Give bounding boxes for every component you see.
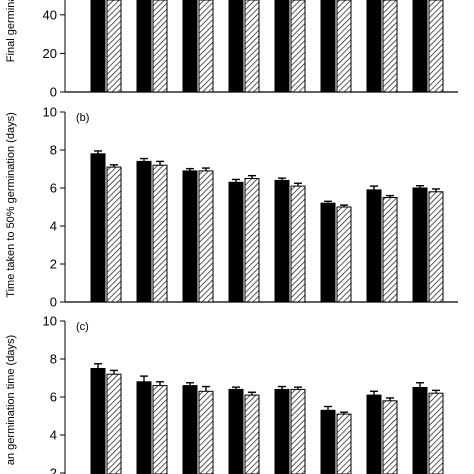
bar-hatched <box>152 164 168 303</box>
bar-hatched <box>382 197 398 303</box>
bar-solid <box>274 0 290 93</box>
y-axis-label: Final germination <box>5 0 17 62</box>
y-tick-label: 6 <box>50 390 57 405</box>
panel-label: (b) <box>76 112 89 124</box>
y-tick-label: 8 <box>50 352 57 367</box>
bar-hatched <box>290 388 306 474</box>
y-axis-label: Time taken to 50% germination (days) <box>5 112 17 297</box>
bar-hatched <box>336 206 352 303</box>
y-tick-label: 2 <box>50 466 57 474</box>
bar-hatched <box>244 394 260 474</box>
panel-label: (c) <box>76 321 89 333</box>
y-tick-label: 10 <box>43 105 57 120</box>
y-tick-label: 4 <box>50 428 57 443</box>
bar-solid <box>366 394 382 474</box>
panel-a: 0 20 40 Final germination <box>5 0 458 100</box>
bar-hatched <box>106 166 122 303</box>
panel-b: 0 2 4 6 8 10 Time taken to 50% germination (da… <box>5 105 458 310</box>
bar-solid <box>412 387 428 474</box>
bar-hatched <box>290 0 306 93</box>
bar-solid <box>366 189 382 303</box>
bar-solid <box>320 202 336 303</box>
bar-solid <box>136 381 152 474</box>
bar-hatched <box>198 170 214 303</box>
bar-hatched <box>382 0 398 93</box>
bar-hatched <box>290 185 306 303</box>
bar-hatched <box>244 178 260 303</box>
bar-hatched <box>428 392 444 474</box>
bar-solid <box>366 0 382 93</box>
y-tick-label: 40 <box>43 7 57 22</box>
y-tick-label: 2 <box>50 257 57 272</box>
bar-hatched <box>428 0 444 93</box>
bar-hatched <box>336 0 352 93</box>
bar-solid <box>90 153 106 303</box>
bar-solid <box>320 409 336 474</box>
bar-hatched <box>198 0 214 93</box>
bar-hatched <box>382 400 398 474</box>
bar-hatched <box>106 0 122 93</box>
bar-hatched <box>198 390 214 474</box>
y-tick-label: 0 <box>50 295 57 310</box>
bar-solid <box>182 0 198 93</box>
bar-solid <box>228 388 244 474</box>
bar-hatched <box>336 413 352 474</box>
bar-solid <box>274 388 290 474</box>
bar-solid <box>228 181 244 303</box>
y-tick-label: 4 <box>50 219 57 234</box>
bar-solid <box>182 170 198 303</box>
bar-solid <box>136 0 152 93</box>
y-tick-label: 10 <box>43 314 57 329</box>
bar-hatched <box>244 0 260 93</box>
bar-solid <box>136 160 152 303</box>
bar-solid <box>412 187 428 303</box>
y-tick-label: 20 <box>43 46 57 61</box>
y-tick-label: 6 <box>50 181 57 196</box>
bar-solid <box>412 0 428 93</box>
bar-solid <box>90 368 106 474</box>
bar-solid <box>274 179 290 303</box>
panel-c: 2 4 6 8 10 an germination time (days) (c) <box>5 314 444 474</box>
bar-solid <box>228 0 244 93</box>
y-tick-label: 8 <box>50 143 57 158</box>
bar-solid <box>182 385 198 474</box>
bar-solid <box>90 0 106 93</box>
y-axis-label: an germination time (days) <box>5 335 17 465</box>
bar-hatched <box>152 385 168 474</box>
y-tick-label: 0 <box>50 85 57 100</box>
bar-hatched <box>106 373 122 474</box>
bar-hatched <box>152 0 168 93</box>
bar-solid <box>320 0 336 93</box>
bar-hatched <box>428 191 444 303</box>
